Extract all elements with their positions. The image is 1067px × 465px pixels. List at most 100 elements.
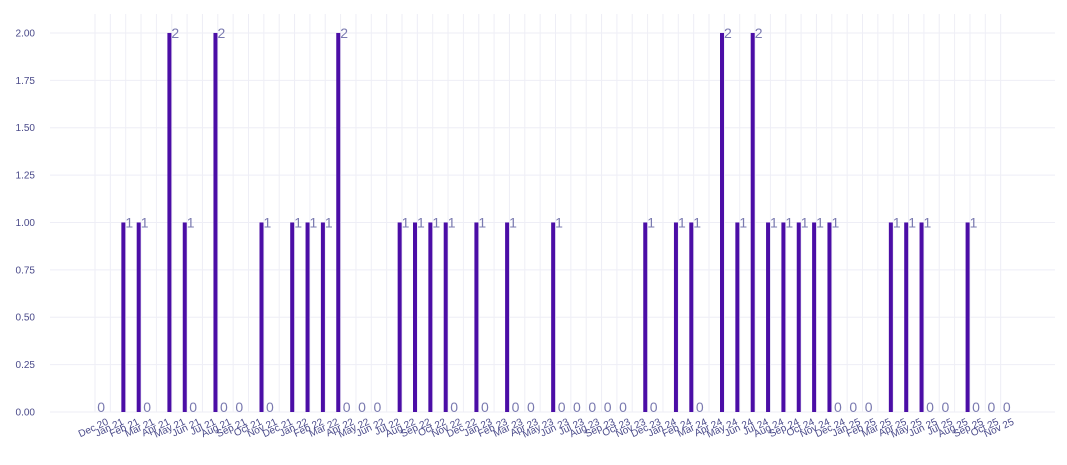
bar (320, 222, 325, 412)
data-label: 1 (908, 214, 916, 230)
data-label: 1 (739, 214, 747, 230)
data-label: 1 (678, 214, 686, 230)
data-label: 1 (693, 214, 701, 230)
data-label: 0 (941, 399, 949, 415)
bar (397, 222, 402, 412)
data-label: 1 (325, 214, 333, 230)
data-label: 1 (770, 214, 778, 230)
data-label: 0 (358, 399, 366, 415)
data-label: 1 (785, 214, 793, 230)
y-tick-label: 1.75 (16, 76, 36, 87)
data-label: 0 (220, 399, 228, 415)
data-label: 0 (235, 399, 243, 415)
grid-layer (50, 14, 1055, 413)
bar (259, 222, 264, 412)
bar-series (121, 32, 970, 412)
data-label: 1 (417, 214, 425, 230)
y-axis: 0.00 0.25 0.50 0.75 1.00 1.25 1.50 1.75 2.00 (16, 28, 36, 418)
bar (182, 222, 187, 412)
bar (888, 222, 893, 412)
data-label: 0 (97, 399, 105, 415)
data-label: 0 (1003, 399, 1011, 415)
bar (136, 222, 141, 412)
data-label: 0 (527, 399, 535, 415)
data-label: 0 (988, 399, 996, 415)
data-label: 0 (573, 399, 581, 415)
bar (919, 222, 924, 412)
bar (735, 222, 740, 412)
data-label: 1 (509, 214, 517, 230)
bar (428, 222, 433, 412)
data-label: 1 (125, 214, 133, 230)
data-label: 0 (512, 399, 520, 415)
y-tick-label: 1.00 (16, 218, 36, 229)
data-label: 2 (755, 25, 763, 41)
y-tick-label: 2.00 (16, 28, 36, 39)
bar (505, 222, 510, 412)
y-tick-label: 0.50 (16, 313, 36, 324)
data-label: 1 (432, 214, 440, 230)
data-label: 1 (402, 214, 410, 230)
data-label: 0 (481, 399, 489, 415)
bar (796, 222, 801, 412)
bar (336, 32, 341, 412)
data-label: 0 (650, 399, 658, 415)
data-label: 2 (724, 25, 732, 41)
data-label: 1 (647, 214, 655, 230)
bar (766, 222, 771, 412)
data-label: 0 (972, 399, 980, 415)
bar (121, 222, 126, 412)
bar (643, 222, 648, 412)
data-label: 1 (893, 214, 901, 230)
data-label: 0 (189, 399, 197, 415)
bar (673, 222, 678, 412)
bar (781, 222, 786, 412)
bar (305, 222, 310, 412)
data-label: 1 (294, 214, 302, 230)
bar (167, 32, 172, 412)
y-tick-label: 1.25 (16, 171, 36, 182)
data-label: 0 (619, 399, 627, 415)
bar (965, 222, 970, 412)
data-label: 0 (604, 399, 612, 415)
data-label: 0 (588, 399, 596, 415)
bar (904, 222, 909, 412)
data-label: 0 (450, 399, 458, 415)
data-label: 2 (217, 25, 225, 41)
y-tick-label: 0.00 (16, 408, 36, 419)
data-label: 0 (266, 399, 274, 415)
bar (413, 222, 417, 412)
data-label: 1 (924, 214, 932, 230)
data-label: 2 (171, 25, 179, 41)
bar (720, 32, 724, 412)
data-label: 0 (558, 399, 566, 415)
data-label: 1 (801, 214, 809, 230)
data-label: 1 (141, 214, 149, 230)
data-label: 1 (970, 214, 978, 230)
data-label: 1 (816, 214, 824, 230)
data-label: 0 (849, 399, 857, 415)
data-label: 2 (340, 25, 348, 41)
data-label: 0 (834, 399, 842, 415)
data-label: 0 (926, 399, 934, 415)
y-tick-label: 1.50 (16, 123, 36, 134)
data-label: 1 (310, 214, 318, 230)
y-tick-label: 0.75 (16, 265, 36, 276)
data-label: 1 (555, 214, 563, 230)
bar (551, 222, 556, 412)
data-label: 0 (343, 399, 351, 415)
data-label: 1 (264, 214, 272, 230)
data-label: 1 (187, 214, 195, 230)
bar (750, 32, 755, 412)
bar (474, 222, 479, 412)
data-label: 1 (448, 214, 456, 230)
data-label: 1 (831, 214, 839, 230)
data-label: 0 (374, 399, 382, 415)
y-tick-label: 0.25 (16, 360, 36, 371)
data-label: 1 (478, 214, 486, 230)
data-label: 0 (143, 399, 151, 415)
bar (213, 32, 218, 412)
